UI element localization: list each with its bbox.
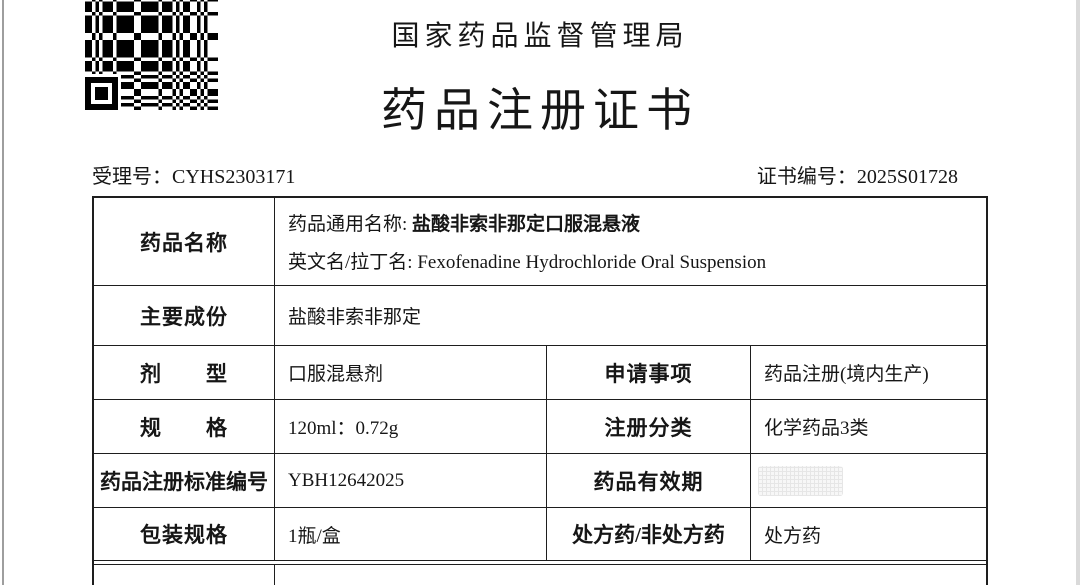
acceptance-number-label: 受理号：: [92, 166, 172, 188]
dosage-form-value: 口服混悬剂: [274, 346, 546, 399]
generic-name-value: 盐酸非索非那定口服混悬液: [412, 214, 641, 235]
qr-finder-pattern-icon: [85, 77, 118, 110]
main-ingredient-value: 盐酸非索非那定: [274, 286, 986, 345]
left-edge-divider: [2, 0, 4, 585]
meta-row: 受理号：CYHS2303171 证书编号：2025S01728: [92, 160, 988, 189]
partial-row-value-cell: [274, 565, 986, 585]
specification-value: 120ml：0.72g: [274, 400, 546, 453]
drug-name-cell: 药品通用名称: 盐酸非索非那定口服混悬液 英文名/拉丁名: Fexofenadi…: [274, 198, 986, 285]
right-edge-divider: [1076, 0, 1080, 585]
registration-table: 药品名称 药品通用名称: 盐酸非索非那定口服混悬液 英文名/拉丁名: Fexof…: [92, 196, 988, 585]
table-row: 药品名称 药品通用名称: 盐酸非索非那定口服混悬液 英文名/拉丁名: Fexof…: [94, 198, 986, 286]
registration-category-label: 注册分类: [546, 400, 750, 453]
validity-label: 药品有效期: [546, 454, 750, 507]
table-row: 主要成份 盐酸非索非那定: [94, 286, 986, 346]
generic-name-line: 药品通用名称: 盐酸非索非那定口服混悬液: [288, 209, 640, 236]
table-row: 药品注册标准编号 YBH12642025 药品有效期: [94, 454, 986, 508]
table-row: 规 格 120ml：0.72g 注册分类 化学药品3类: [94, 400, 986, 454]
application-item-label: 申请事项: [546, 346, 750, 399]
acceptance-number-value: CYHS2303171: [172, 166, 296, 188]
main-ingredient-label: 主要成份: [140, 304, 228, 329]
english-name-line: 英文名/拉丁名: Fexofenadine Hydrochloride Oral…: [288, 247, 766, 274]
table-row: 剂 型 口服混悬剂 申请事项 药品注册(境内生产): [94, 346, 986, 400]
qr-code-icon: [85, 0, 218, 110]
package-spec-label: 包装规格: [140, 523, 228, 547]
certificate-number-label: 证书编号：: [756, 166, 857, 188]
table-row: 包装规格 1瓶/盒 处方药/非处方药 处方药: [94, 508, 986, 561]
certificate-number: 证书编号：2025S01728: [757, 160, 988, 189]
specification-label: 规 格: [140, 415, 228, 440]
dosage-form-label: 剂 型: [140, 361, 228, 386]
package-spec-value: 1瓶/盒: [274, 508, 546, 560]
prescription-type-value: 处方药: [750, 508, 986, 560]
drug-name-label: 药品名称: [140, 230, 228, 255]
partial-row-label-cell: [94, 565, 274, 585]
english-name-value: Fexofenadine Hydrochloride Oral Suspensi…: [417, 252, 767, 273]
table-row-partial: [94, 564, 986, 585]
validity-value: [750, 454, 986, 507]
standard-number-label: 药品注册标准编号: [100, 469, 268, 494]
certificate-title: 药品注册证书: [381, 85, 699, 136]
application-item-value: 药品注册(境内生产): [750, 346, 986, 399]
standard-number-value: YBH12642025: [274, 454, 546, 507]
certificate-number-value: 2025S01728: [856, 166, 958, 188]
generic-name-label: 药品通用名称:: [288, 214, 413, 235]
registration-category-value: 化学药品3类: [750, 400, 986, 453]
prescription-type-label: 处方药/非处方药: [546, 508, 750, 560]
acceptance-number: 受理号：CYHS2303171: [92, 160, 295, 189]
english-name-label: 英文名/拉丁名:: [288, 252, 418, 273]
redacted-validity-blur: [758, 465, 843, 496]
authority-title: 国家药品监督管理局: [391, 21, 689, 52]
